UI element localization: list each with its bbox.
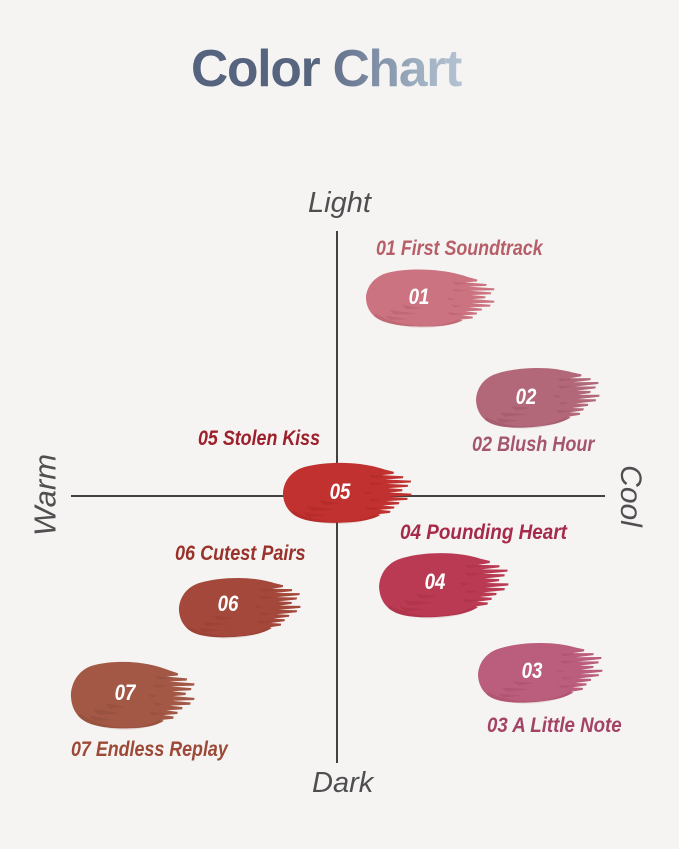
- svg-text:Color Chart: Color Chart: [191, 39, 462, 97]
